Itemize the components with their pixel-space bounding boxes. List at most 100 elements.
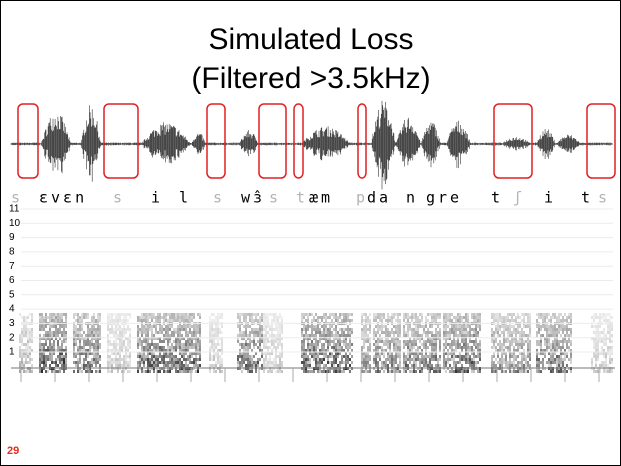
- spectrogram-cell: [151, 319, 153, 322]
- spectrogram-cell: [253, 340, 255, 343]
- spectrogram-cell: [43, 355, 45, 358]
- spectrogram-cell: [171, 355, 173, 358]
- spectrogram-cell: [107, 361, 109, 364]
- spectrogram-cell: [552, 370, 554, 373]
- spectrogram-cell: [159, 313, 161, 316]
- spectrogram-cell: [335, 325, 337, 328]
- spectrogram-cell: [503, 316, 505, 319]
- spectrogram-cell: [219, 331, 221, 334]
- spectrogram-cell: [513, 313, 515, 316]
- spectrogram-cell: [562, 364, 564, 367]
- spectrogram-cell: [259, 316, 261, 319]
- spectrogram-cell: [491, 346, 493, 349]
- spectrogram-cell: [143, 358, 145, 361]
- spectrogram-cell: [323, 334, 325, 337]
- spectrogram-cell: [377, 370, 379, 373]
- spectrogram-cell: [479, 370, 481, 373]
- spectrogram-cell: [377, 328, 379, 331]
- spectrogram-cell: [523, 364, 525, 367]
- spectrogram-cell: [479, 346, 481, 349]
- title-line-2: (Filtered >3.5kHz): [191, 62, 430, 95]
- spectrogram-cell: [281, 325, 283, 328]
- spectrogram-cell: [179, 334, 181, 337]
- spectrogram-cell: [65, 334, 67, 337]
- spectrogram-cell: [417, 346, 419, 349]
- spectrogram-cell: [409, 370, 411, 373]
- spectrogram-cell: [181, 364, 183, 367]
- spectrogram-cell: [317, 346, 319, 349]
- spectrogram-cell: [277, 346, 279, 349]
- spectrogram-cell: [471, 346, 473, 349]
- spectrogram-cell: [97, 319, 99, 322]
- spectrogram-cell: [45, 364, 47, 367]
- spectrogram-cell: [413, 316, 415, 319]
- spectrogram-cell: [548, 334, 550, 337]
- spectrogram-cell: [209, 346, 211, 349]
- spectrogram-cell: [429, 355, 431, 358]
- spectrogram-cell: [61, 358, 63, 361]
- spectrogram-cell: [499, 358, 501, 361]
- spectrogram-cell: [544, 316, 546, 319]
- spectrogram-cell: [183, 313, 185, 316]
- spectrogram-cell: [536, 313, 538, 316]
- spectrogram-cell: [387, 316, 389, 319]
- spectrogram-cell: [345, 355, 347, 358]
- spectrogram-cell: [445, 334, 447, 337]
- spectrogram-cell: [433, 355, 435, 358]
- spectrogram-cell: [319, 334, 321, 337]
- spectrogram-cell: [195, 325, 197, 328]
- spectrogram-cell: [303, 340, 305, 343]
- spectrogram-cell: [459, 355, 461, 358]
- spectrogram-cell: [451, 325, 453, 328]
- spectrogram-cell: [491, 334, 493, 337]
- spectrogram-cell: [23, 325, 25, 328]
- spectrogram-cell: [167, 331, 169, 334]
- spectrogram-cell: [331, 331, 333, 334]
- spectrogram-cell: [375, 343, 377, 346]
- spectrogram-cell: [566, 334, 568, 337]
- spectrogram-cell: [65, 316, 67, 319]
- spectrogram-cell: [93, 343, 95, 346]
- spectrogram-cell: [91, 364, 93, 367]
- spectrogram-cell: [93, 346, 95, 349]
- spectrogram-cell: [263, 346, 265, 349]
- spectrogram-cell: [451, 370, 453, 373]
- spectrogram-cell: [107, 319, 109, 322]
- spectrogram-cell: [143, 364, 145, 367]
- spectrogram-cell: [560, 325, 562, 328]
- spectrogram-cell: [147, 313, 149, 316]
- spectrogram-cell: [429, 340, 431, 343]
- spectrogram-cell: [119, 316, 121, 319]
- spectrogram-cell: [141, 319, 143, 322]
- spectrogram-cell: [61, 331, 63, 334]
- spectrogram-cell: [395, 319, 397, 322]
- spectrogram-cell: [399, 343, 401, 346]
- spectrogram-cell: [61, 364, 63, 367]
- spectrogram-cell: [341, 340, 343, 343]
- spectrogram-cell: [29, 355, 31, 358]
- spectrogram-cell: [369, 346, 371, 349]
- spectrogram-cell: [195, 361, 197, 364]
- spectrogram-cell: [550, 328, 552, 331]
- spectrogram-cell: [53, 325, 55, 328]
- spectrogram-cell: [323, 313, 325, 316]
- phoneme: t: [581, 189, 590, 207]
- spectrogram-cell: [457, 325, 459, 328]
- spectrogram-cell: [369, 313, 371, 316]
- spectrogram-cell: [447, 355, 449, 358]
- spectrogram-cell: [181, 346, 183, 349]
- spectrogram-cell: [509, 319, 511, 322]
- spectrogram-cell: [269, 361, 271, 364]
- spectrogram-cell: [27, 316, 29, 319]
- spectrogram-cell: [19, 334, 21, 337]
- spectrogram-cell: [279, 343, 281, 346]
- spectrogram-cell: [473, 361, 475, 364]
- spectrogram-cell: [253, 313, 255, 316]
- spectrogram-cell: [463, 346, 465, 349]
- spectrogram-cell: [409, 343, 411, 346]
- spectrogram-cell: [111, 364, 113, 367]
- spectrogram-cell: [245, 313, 247, 316]
- spectrogram-cell: [365, 340, 367, 343]
- spectrogram-cell: [431, 319, 433, 322]
- spectrogram-cell: [51, 346, 53, 349]
